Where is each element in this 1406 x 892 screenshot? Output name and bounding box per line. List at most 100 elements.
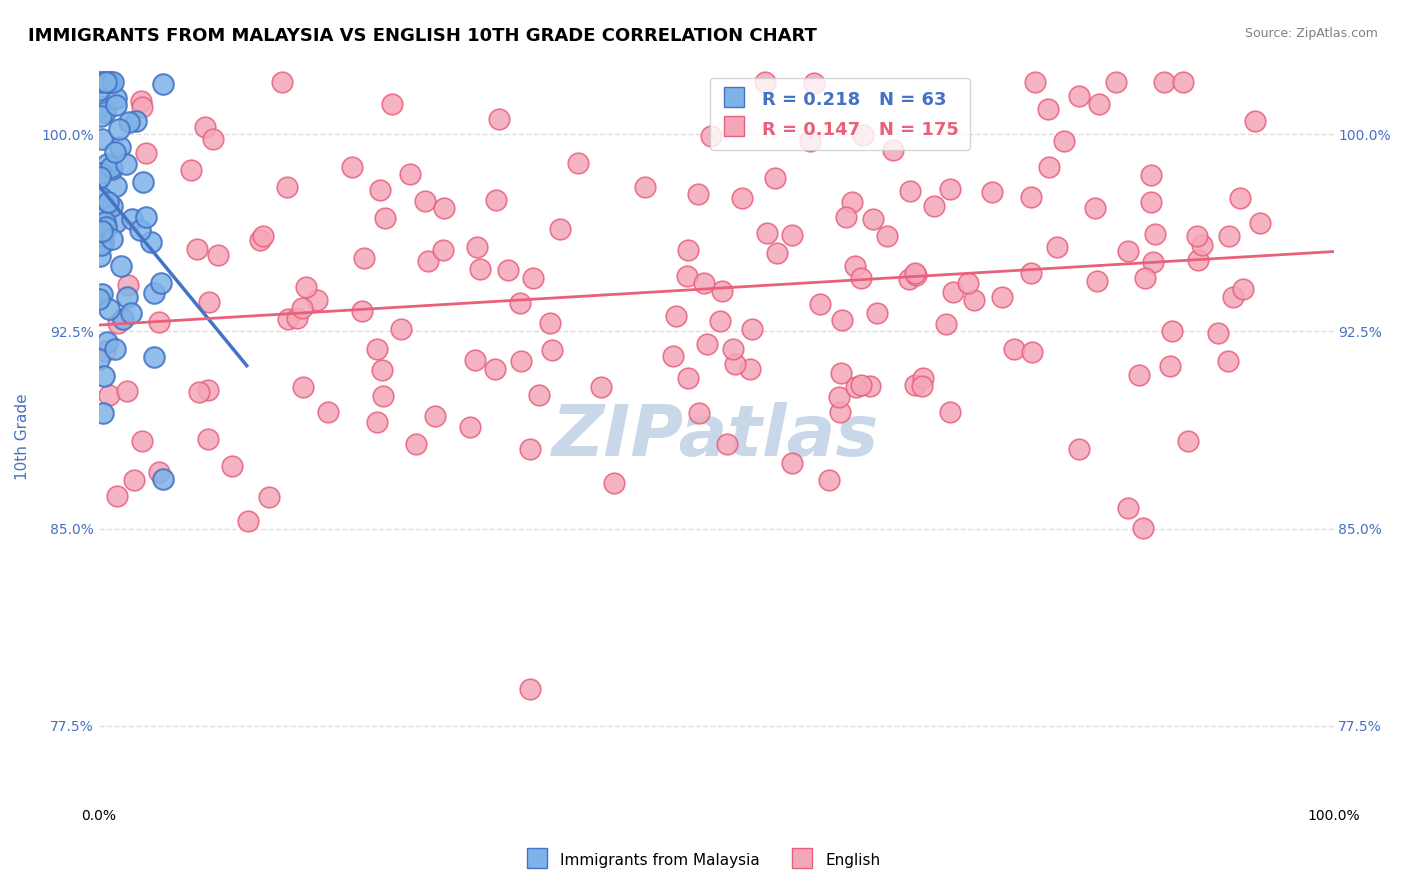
- Point: [90, 166, 112, 180]
- Point: [1019, 266, 1042, 280]
- Point: [117, 277, 139, 292]
- Point: [716, 436, 738, 450]
- Point: [509, 295, 531, 310]
- Point: [366, 342, 388, 356]
- Point: [107, 316, 129, 330]
- Point: [186, 242, 208, 256]
- Point: [688, 187, 710, 202]
- Point: [1038, 161, 1060, 175]
- Point: [904, 267, 927, 281]
- Point: [131, 100, 153, 114]
- Point: [368, 183, 391, 197]
- Point: [91, 236, 114, 251]
- Point: [1140, 194, 1163, 209]
- Point: [1021, 345, 1043, 359]
- Point: [1244, 114, 1267, 128]
- Point: [277, 312, 299, 326]
- Point: [197, 432, 219, 446]
- Point: [830, 405, 852, 419]
- Point: [416, 254, 439, 268]
- Point: [841, 194, 863, 209]
- Point: [94, 75, 117, 89]
- Point: [844, 260, 866, 274]
- Point: [257, 490, 280, 504]
- Point: [221, 458, 243, 473]
- Point: [143, 285, 166, 300]
- Point: [142, 350, 165, 364]
- Point: [662, 349, 685, 363]
- Point: [129, 223, 152, 237]
- Point: [1024, 75, 1046, 89]
- Point: [94, 105, 117, 120]
- Text: ZIPatlas: ZIPatlas: [553, 402, 880, 471]
- Point: [197, 383, 219, 397]
- Point: [756, 226, 779, 240]
- Point: [845, 380, 868, 394]
- Point: [350, 303, 373, 318]
- Legend: Immigrants from Malaysia, English: Immigrants from Malaysia, English: [519, 845, 887, 875]
- Point: [696, 337, 718, 351]
- Point: [1053, 134, 1076, 148]
- Point: [828, 390, 851, 404]
- Point: [432, 244, 454, 258]
- Point: [291, 301, 314, 315]
- Point: [115, 156, 138, 170]
- Y-axis label: 10th Grade: 10th Grade: [15, 393, 30, 480]
- Point: [470, 262, 492, 277]
- Point: [464, 352, 486, 367]
- Point: [876, 228, 898, 243]
- Point: [1128, 368, 1150, 382]
- Point: [152, 472, 174, 486]
- Point: [93, 368, 115, 383]
- Point: [808, 297, 831, 311]
- Point: [898, 184, 921, 198]
- Point: [201, 132, 224, 146]
- Point: [353, 252, 375, 266]
- Point: [1105, 75, 1128, 89]
- Point: [460, 419, 482, 434]
- Point: [688, 406, 710, 420]
- Point: [152, 78, 174, 92]
- Point: [763, 171, 786, 186]
- Point: [135, 145, 157, 160]
- Point: [522, 270, 544, 285]
- Point: [1036, 102, 1059, 116]
- Point: [567, 156, 589, 170]
- Point: [898, 272, 921, 286]
- Point: [1185, 228, 1208, 243]
- Point: [1067, 442, 1090, 456]
- Point: [519, 442, 541, 456]
- Point: [548, 222, 571, 236]
- Point: [1069, 88, 1091, 103]
- Point: [1187, 253, 1209, 268]
- Point: [91, 235, 114, 249]
- Point: [115, 384, 138, 398]
- Point: [904, 378, 927, 392]
- Point: [538, 316, 561, 330]
- Point: [94, 219, 117, 234]
- Point: [89, 170, 111, 185]
- Point: [991, 289, 1014, 303]
- Point: [91, 224, 114, 238]
- Point: [198, 295, 221, 310]
- Point: [96, 334, 118, 349]
- Point: [97, 194, 120, 209]
- Point: [100, 160, 122, 174]
- Point: [835, 210, 858, 224]
- Point: [799, 134, 821, 148]
- Point: [541, 343, 564, 357]
- Point: [849, 271, 872, 285]
- Point: [118, 115, 141, 129]
- Point: [340, 160, 363, 174]
- Point: [98, 75, 121, 89]
- Point: [678, 371, 700, 385]
- Point: [780, 227, 803, 242]
- Point: [90, 109, 112, 123]
- Point: [818, 473, 841, 487]
- Point: [105, 90, 128, 104]
- Point: [89, 292, 111, 306]
- Point: [193, 120, 215, 135]
- Point: [1116, 244, 1139, 258]
- Point: [831, 313, 853, 327]
- Point: [602, 475, 624, 490]
